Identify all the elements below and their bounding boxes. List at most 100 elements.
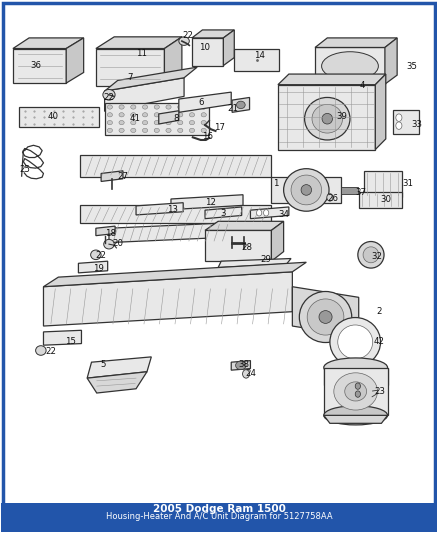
- Circle shape: [257, 209, 262, 216]
- Polygon shape: [278, 85, 375, 150]
- Polygon shape: [218, 259, 291, 268]
- Ellipse shape: [131, 120, 136, 125]
- Polygon shape: [292, 287, 359, 337]
- Ellipse shape: [201, 105, 206, 109]
- Polygon shape: [80, 155, 271, 177]
- Polygon shape: [324, 368, 388, 384]
- Ellipse shape: [107, 105, 113, 109]
- Ellipse shape: [154, 105, 159, 109]
- Polygon shape: [234, 49, 279, 71]
- Ellipse shape: [142, 112, 148, 117]
- Polygon shape: [96, 226, 115, 236]
- Text: 39: 39: [336, 112, 347, 121]
- Text: 1: 1: [273, 179, 279, 188]
- Text: 22: 22: [95, 252, 106, 260]
- Text: 24: 24: [245, 369, 256, 378]
- Text: 30: 30: [381, 195, 392, 204]
- Polygon shape: [13, 49, 66, 83]
- Ellipse shape: [189, 120, 194, 125]
- Ellipse shape: [142, 128, 148, 133]
- Polygon shape: [393, 110, 419, 134]
- Text: 29: 29: [261, 255, 272, 264]
- Ellipse shape: [236, 361, 246, 369]
- Polygon shape: [278, 74, 386, 85]
- Polygon shape: [13, 38, 84, 49]
- Circle shape: [243, 369, 250, 378]
- Ellipse shape: [107, 112, 113, 117]
- Ellipse shape: [107, 128, 113, 133]
- Ellipse shape: [131, 105, 136, 109]
- Polygon shape: [375, 74, 386, 150]
- Text: 28: 28: [242, 243, 253, 252]
- Polygon shape: [364, 171, 402, 197]
- Text: 7: 7: [127, 73, 133, 82]
- Polygon shape: [105, 78, 184, 111]
- Ellipse shape: [131, 112, 136, 117]
- Text: 15: 15: [65, 337, 76, 346]
- Ellipse shape: [131, 128, 136, 133]
- Polygon shape: [87, 372, 147, 393]
- Ellipse shape: [166, 128, 171, 133]
- Polygon shape: [232, 98, 250, 112]
- Ellipse shape: [166, 112, 171, 117]
- Ellipse shape: [119, 128, 124, 133]
- Polygon shape: [159, 111, 179, 124]
- Ellipse shape: [178, 105, 183, 109]
- Text: 11: 11: [136, 50, 147, 58]
- Polygon shape: [66, 38, 84, 83]
- Ellipse shape: [142, 105, 148, 109]
- Polygon shape: [96, 49, 164, 86]
- Circle shape: [327, 193, 333, 201]
- Ellipse shape: [299, 292, 352, 343]
- Text: 13: 13: [166, 205, 177, 214]
- Text: 5: 5: [100, 360, 106, 369]
- Polygon shape: [179, 92, 231, 112]
- Polygon shape: [315, 38, 397, 47]
- Text: 17: 17: [214, 123, 225, 132]
- Text: 18: 18: [106, 229, 117, 238]
- Text: 20: 20: [112, 239, 123, 248]
- Text: 34: 34: [278, 210, 289, 219]
- Ellipse shape: [330, 318, 381, 367]
- Ellipse shape: [201, 112, 206, 117]
- Polygon shape: [43, 272, 292, 326]
- Text: 2005 Dodge Ram 1500: 2005 Dodge Ram 1500: [152, 504, 286, 514]
- Ellipse shape: [166, 120, 171, 125]
- Circle shape: [355, 383, 360, 389]
- Text: 12: 12: [205, 198, 216, 207]
- Ellipse shape: [321, 52, 378, 80]
- Polygon shape: [205, 221, 284, 230]
- Text: 40: 40: [48, 112, 59, 121]
- Ellipse shape: [324, 406, 388, 425]
- Polygon shape: [80, 205, 271, 223]
- Ellipse shape: [237, 101, 245, 109]
- Polygon shape: [105, 67, 197, 91]
- Polygon shape: [324, 415, 388, 423]
- Polygon shape: [192, 38, 223, 66]
- Text: 26: 26: [327, 194, 338, 203]
- Ellipse shape: [301, 184, 311, 195]
- Text: 38: 38: [239, 360, 250, 369]
- Ellipse shape: [103, 90, 115, 100]
- Circle shape: [396, 122, 402, 130]
- Ellipse shape: [322, 114, 332, 124]
- Polygon shape: [192, 30, 234, 38]
- Polygon shape: [101, 171, 123, 181]
- Ellipse shape: [178, 120, 183, 125]
- Ellipse shape: [154, 120, 159, 125]
- Polygon shape: [136, 203, 183, 215]
- Ellipse shape: [178, 128, 183, 133]
- Text: 31: 31: [403, 179, 413, 188]
- Text: 42: 42: [373, 337, 384, 346]
- Circle shape: [264, 209, 269, 216]
- Polygon shape: [272, 221, 284, 261]
- Polygon shape: [231, 361, 251, 370]
- Text: 22: 22: [103, 93, 114, 102]
- Polygon shape: [341, 187, 358, 193]
- Polygon shape: [315, 47, 385, 84]
- Text: Housing-Heater And A/C Unit Diagram for 5127758AA: Housing-Heater And A/C Unit Diagram for …: [106, 512, 332, 521]
- Ellipse shape: [166, 105, 171, 109]
- Polygon shape: [271, 177, 341, 203]
- Polygon shape: [205, 207, 242, 219]
- Text: 35: 35: [407, 62, 418, 70]
